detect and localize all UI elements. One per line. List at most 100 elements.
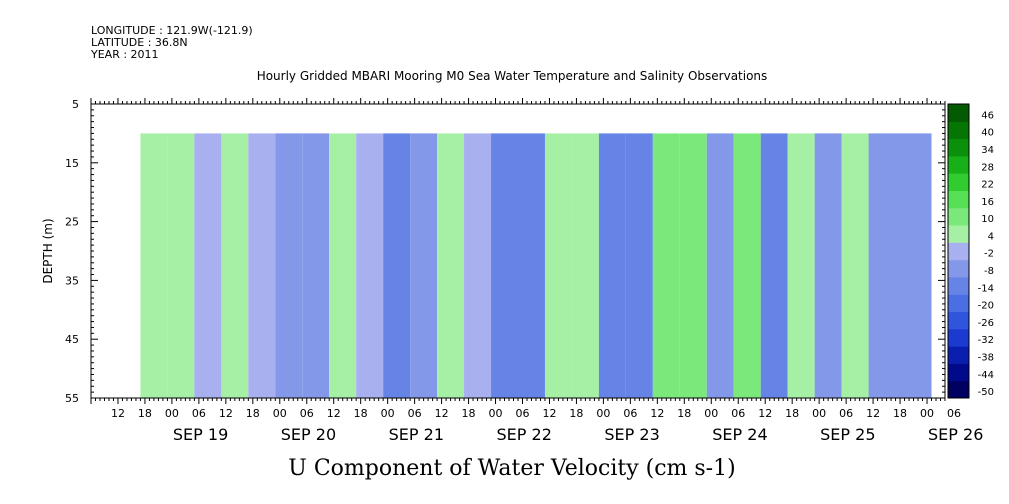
heatmap-band [491, 133, 518, 398]
x-hour-tick-label: 00 [812, 407, 826, 420]
heatmap-band [733, 133, 761, 398]
colorbar-label: 22 [981, 180, 994, 191]
x-hour-tick-label: 06 [623, 407, 637, 420]
colorbar-swatch [948, 311, 969, 330]
colorbar-label: 40 [981, 128, 994, 139]
colorbar-label: -8 [984, 266, 994, 277]
x-hour-tick-label: 06 [731, 407, 745, 420]
x-day-label: SEP 22 [497, 425, 552, 444]
heatmap-band [356, 133, 384, 398]
heatmap-band [518, 133, 545, 398]
colorbar-swatch [948, 104, 969, 122]
y-tick-label: 15 [65, 157, 79, 170]
y-tick-label: 55 [65, 392, 79, 405]
colorbar-frame [947, 103, 970, 399]
heatmap-band [868, 133, 932, 398]
y-tick-label: 35 [65, 274, 79, 287]
heatmap-band [275, 133, 303, 398]
x-hour-tick-label: 18 [893, 407, 907, 420]
x-hour-tick-label: 18 [785, 407, 799, 420]
x-hour-tick-label: 00 [381, 407, 395, 420]
x-day-label: SEP 25 [820, 425, 875, 444]
heatmap-band [787, 133, 815, 398]
x-day-label: SEP 23 [604, 425, 659, 444]
colorbar-swatch [948, 173, 969, 191]
colorbar-label: 46 [981, 110, 994, 121]
x-hour-tick-label: 12 [650, 407, 664, 420]
y-tick-label: 25 [65, 216, 79, 229]
x-hour-tick-label: 18 [354, 407, 368, 420]
x-day-label: SEP 26 [928, 425, 983, 444]
x-hour-tick-label: 00 [596, 407, 610, 420]
colorbar-label: -50 [978, 387, 994, 398]
x-hour-tick-label: 12 [542, 407, 556, 420]
heatmap-band [706, 133, 734, 398]
heatmap-band [167, 133, 195, 398]
colorbar-swatch [948, 225, 969, 243]
x-hour-tick-label: 18 [569, 407, 583, 420]
colorbar-swatch [948, 190, 969, 209]
x-day-label: SEP 19 [173, 425, 228, 444]
x-hour-tick-label: 12 [758, 407, 772, 420]
heatmap-band [652, 133, 680, 398]
heatmap-band [302, 133, 330, 398]
heatmap-band [221, 133, 249, 398]
year-label: YEAR : 2011 [91, 48, 159, 61]
x-hour-tick-label: 06 [300, 407, 314, 420]
colorbar-swatch [948, 155, 969, 174]
x-hour-tick-label: 18 [246, 407, 260, 420]
colorbar-swatch [948, 328, 969, 347]
chart-title: Hourly Gridded MBARI Mooring M0 Sea Wate… [257, 69, 768, 83]
heatmap-band [571, 133, 599, 398]
latitude-label: LATITUDE : 36.8N [91, 36, 188, 49]
colorbar-swatch [948, 138, 969, 157]
x-hour-tick-label: 00 [489, 407, 503, 420]
x-hour-tick-label: 06 [947, 407, 961, 420]
x-hour-tick-label: 12 [866, 407, 880, 420]
colorbar-label: -26 [978, 318, 994, 329]
colorbar-label: -2 [984, 249, 994, 260]
x-hour-tick-label: 18 [677, 407, 691, 420]
colorbar-swatch [948, 276, 969, 295]
heatmap-band [464, 133, 492, 398]
heatmap-band [598, 133, 626, 398]
longitude-label: LONGITUDE : 121.9W(-121.9) [91, 24, 253, 37]
y-tick-label: 45 [65, 333, 79, 346]
y-axis-title: DEPTH (m) [41, 218, 55, 283]
colorbar-label: 16 [981, 197, 994, 208]
x-day-label: SEP 21 [389, 425, 444, 444]
x-hour-tick-label: 12 [219, 407, 233, 420]
colorbar-label: -32 [978, 335, 994, 346]
x-hour-tick-label: 06 [408, 407, 422, 420]
heatmap-band [760, 133, 788, 398]
colorbar-label: -20 [978, 301, 994, 312]
x-hour-tick-label: 18 [462, 407, 476, 420]
x-day-label: SEP 24 [712, 425, 767, 444]
x-hour-tick-label: 18 [138, 407, 152, 420]
x-axis: 12 18 00 06 12 18 00 06 12 18 00 06 12 18 00 06 12 18 00 06… [90, 98, 983, 444]
colorbar: 46 40 34 28 22 16 10 4 -2 -8 -14 -20 -26 -32 -38 -44 -50 [947, 103, 994, 399]
heatmap-band [841, 133, 869, 398]
x-hour-tick-label: 06 [839, 407, 853, 420]
x-hour-tick-label: 12 [327, 407, 341, 420]
colorbar-label: -44 [978, 370, 994, 381]
heatmap-band [194, 133, 222, 398]
heatmap-band [544, 133, 572, 398]
x-hour-tick-label: 12 [435, 407, 449, 420]
x-hour-tick-label: 06 [192, 407, 206, 420]
x-hour-tick-label: 00 [704, 407, 718, 420]
heatmap-band [410, 133, 438, 398]
plot-area [90, 103, 946, 399]
colorbar-swatch [948, 242, 969, 261]
colorbar-swatch [948, 363, 969, 382]
colorbar-swatch [948, 259, 969, 278]
colorbar-swatch [948, 380, 969, 399]
x-axis-title: U Component of Water Velocity (cm s-1) [288, 456, 735, 481]
heatmap-band [248, 133, 276, 398]
heatmap-band [437, 133, 465, 398]
x-hour-tick-label: 12 [111, 407, 125, 420]
x-hour-tick-label: 00 [920, 407, 934, 420]
heatmap-band [383, 133, 411, 398]
